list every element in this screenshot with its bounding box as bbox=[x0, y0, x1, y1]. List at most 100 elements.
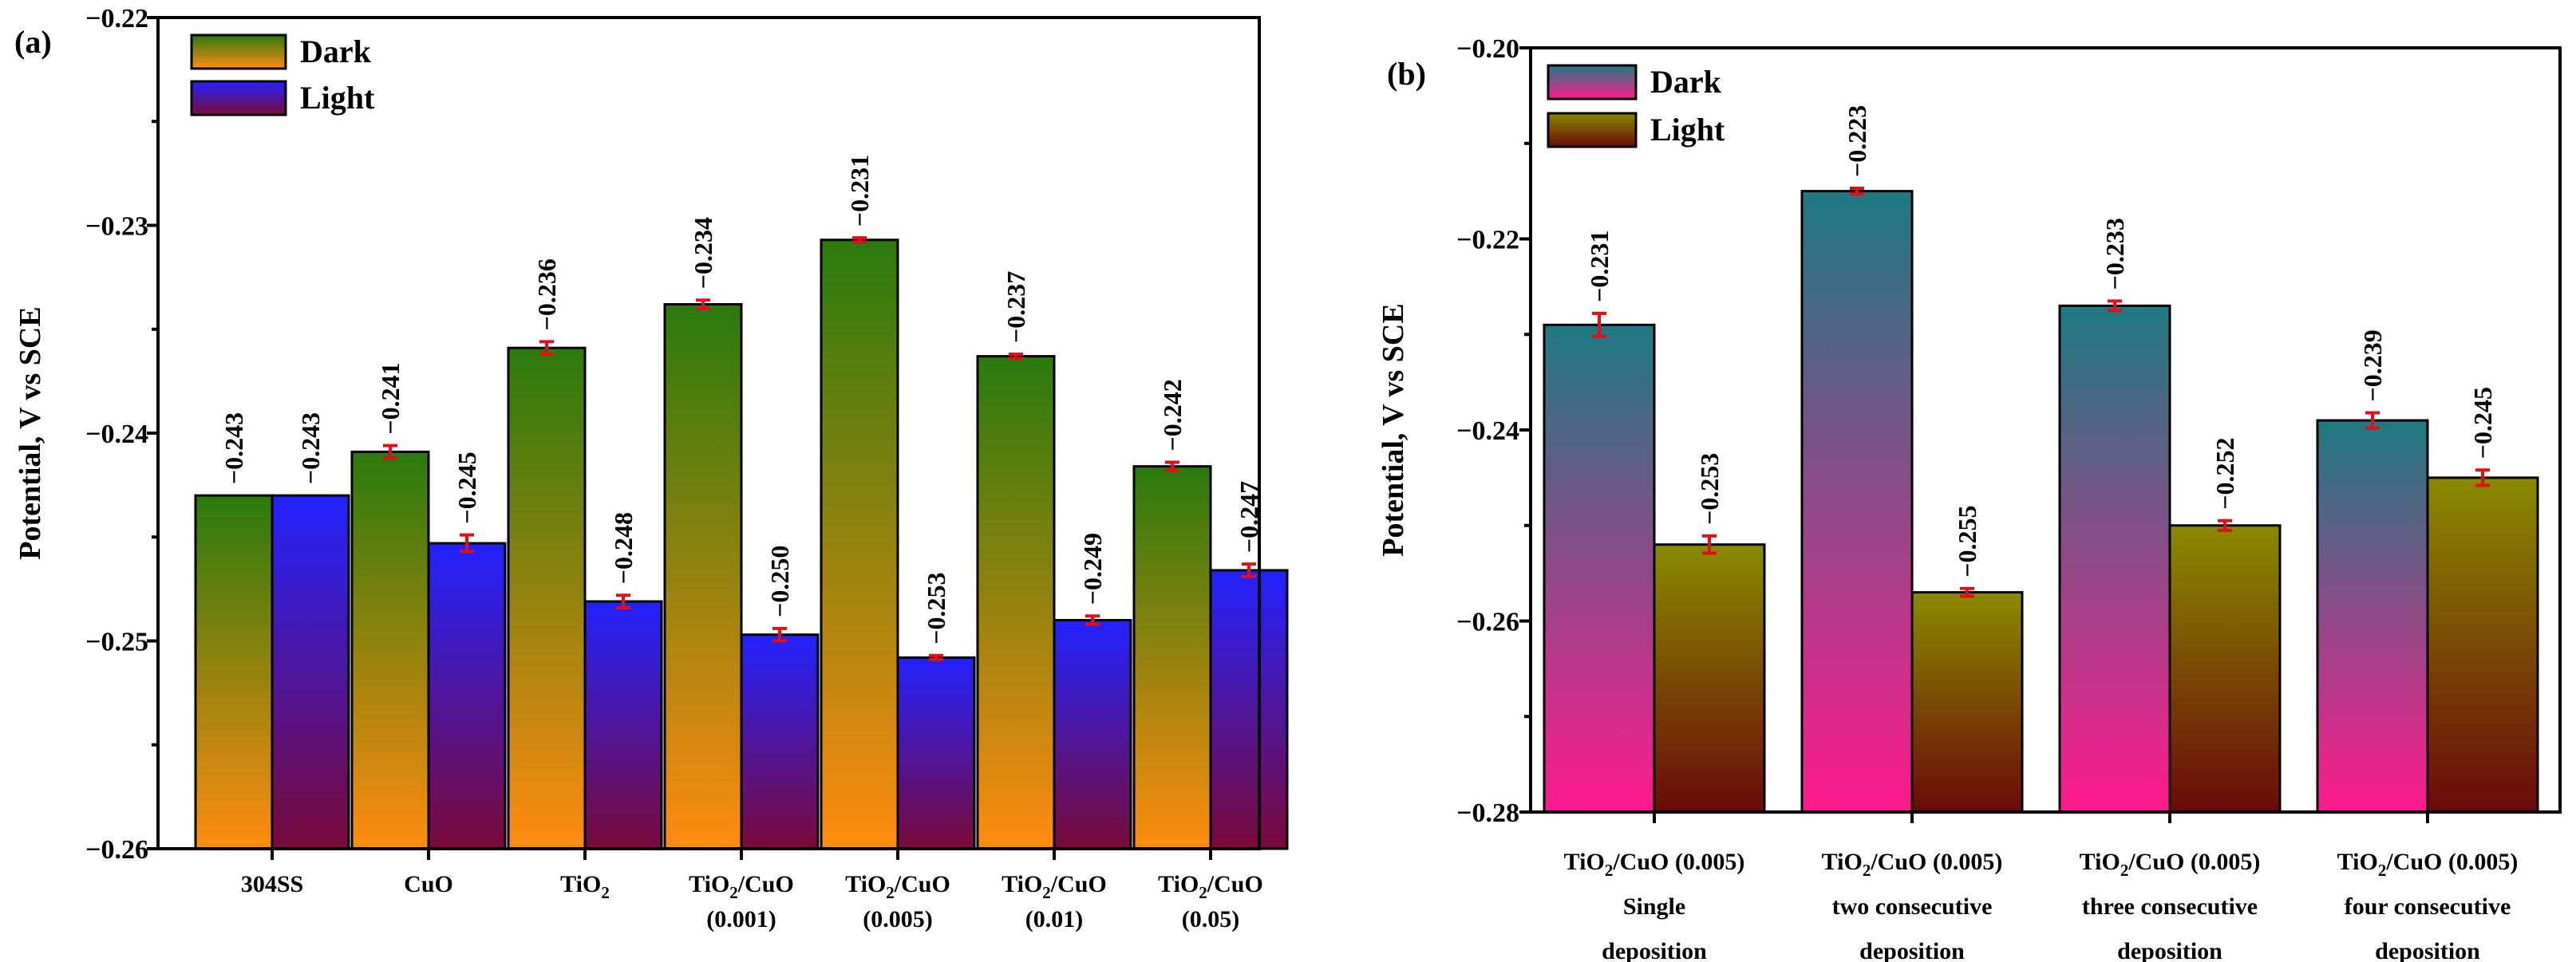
error-bar-light-2 bbox=[1960, 586, 1974, 598]
bar-dark-1 bbox=[194, 494, 274, 850]
error-bar-dark-3 bbox=[539, 340, 554, 357]
y-axis-title: Potential, V vs SCE bbox=[14, 306, 47, 559]
data-label-dark-4: −0.239 bbox=[2358, 329, 2387, 401]
legend-swatch-dark bbox=[190, 34, 287, 70]
data-label-dark-6: −0.237 bbox=[1002, 271, 1030, 343]
bar-dark-2 bbox=[1800, 190, 1914, 814]
data-label-light-2: −0.245 bbox=[452, 451, 481, 523]
data-label-light-4: −0.250 bbox=[765, 546, 794, 617]
x-tick-label: TiO2/CuO (0.005) bbox=[1564, 849, 1745, 880]
data-label-dark-3: −0.236 bbox=[532, 258, 561, 330]
legend-label-dark: Dark bbox=[300, 34, 372, 69]
x-tick-label: deposition bbox=[2375, 938, 2480, 962]
y-axis-title: Potential, V vs SCE bbox=[1377, 303, 1410, 556]
bar-light-1 bbox=[1653, 543, 1766, 814]
legend-swatch-light bbox=[190, 80, 287, 116]
data-label-light-2: −0.255 bbox=[1953, 506, 1981, 578]
legend-label-light: Light bbox=[1650, 112, 1725, 148]
y-tick-label: −0.23 bbox=[85, 212, 148, 242]
error-bar-dark-3 bbox=[2108, 299, 2122, 313]
y-tick-label: −0.20 bbox=[1456, 34, 1519, 64]
x-tick-label: TiO2/CuO (0.005) bbox=[2337, 849, 2519, 880]
error-bar-light-4 bbox=[772, 626, 787, 643]
bar-dark-4 bbox=[663, 302, 743, 850]
bar-dark-1 bbox=[1543, 323, 1656, 814]
y-tick-label: −0.26 bbox=[1456, 608, 1519, 637]
data-label-dark-3: −0.233 bbox=[2100, 218, 2129, 290]
error-bar-light-6 bbox=[1085, 614, 1100, 626]
x-tick-label: three consecutive bbox=[2082, 893, 2258, 920]
data-label-dark-5: −0.231 bbox=[845, 155, 874, 227]
x-tick-label: (0.005) bbox=[863, 906, 932, 932]
y-tick-label: −0.24 bbox=[85, 420, 148, 449]
data-label-dark-4: −0.234 bbox=[689, 217, 717, 289]
y-tick-label: −0.24 bbox=[1456, 416, 1519, 446]
bar-light-3 bbox=[583, 600, 663, 850]
error-bar-dark-5 bbox=[852, 236, 867, 244]
data-label-dark-1: −0.231 bbox=[1585, 231, 1614, 302]
legend-label-light: Light bbox=[300, 80, 375, 116]
x-tick-label: deposition bbox=[1602, 938, 1707, 962]
x-tick-label: two consecutive bbox=[1832, 893, 1993, 920]
bar-light-4 bbox=[740, 633, 820, 850]
y-tick-label: −0.22 bbox=[1456, 226, 1519, 255]
data-label-light-6: −0.249 bbox=[1078, 533, 1107, 605]
bar-light-6 bbox=[1053, 618, 1132, 850]
error-bar-dark-2 bbox=[1850, 187, 1864, 196]
x-tick-label: Single bbox=[1623, 893, 1685, 920]
x-tick-label: 304SS bbox=[241, 871, 303, 897]
legend-label-dark: Dark bbox=[1650, 64, 1722, 100]
error-bar-dark-6 bbox=[1009, 353, 1023, 361]
bar-light-7 bbox=[1209, 569, 1289, 850]
y-tick-label: −0.25 bbox=[85, 628, 148, 657]
x-tick-label: (0.001) bbox=[706, 906, 776, 932]
data-label-dark-1: −0.243 bbox=[219, 412, 248, 484]
error-bar-light-3 bbox=[616, 593, 630, 609]
data-label-dark-2: −0.241 bbox=[376, 362, 405, 434]
bar-light-2 bbox=[427, 542, 507, 850]
panel-a-chart: −0.243 −0.243 304SS −0.241 −0.245 CuO −0.236 −0… bbox=[14, 4, 1289, 932]
bar-light-1 bbox=[271, 494, 350, 850]
panel-label: (a) bbox=[14, 24, 52, 60]
data-label-light-1: −0.253 bbox=[1695, 453, 1724, 525]
error-bar-light-5 bbox=[929, 653, 943, 661]
x-tick-label: TiO2/CuO bbox=[689, 871, 794, 902]
error-bar-light-4 bbox=[2475, 468, 2490, 487]
bar-dark-3 bbox=[2058, 304, 2171, 814]
bar-dark-4 bbox=[2316, 419, 2429, 814]
error-bar-dark-1 bbox=[1592, 311, 1606, 338]
x-tick-label: (0.01) bbox=[1025, 906, 1083, 932]
bar-dark-7 bbox=[1132, 465, 1212, 850]
data-label-light-3: −0.252 bbox=[2211, 438, 2239, 510]
x-tick-label: CuO bbox=[404, 871, 453, 897]
x-tick-label: deposition bbox=[1859, 938, 1965, 962]
error-bar-dark-2 bbox=[383, 444, 397, 460]
data-label-light-4: −0.245 bbox=[2468, 387, 2497, 459]
error-bar-dark-4 bbox=[696, 298, 710, 310]
x-tick-label: TiO2/CuO bbox=[1158, 871, 1263, 902]
panel-label: (b) bbox=[1387, 56, 1426, 92]
error-bar-light-3 bbox=[2218, 518, 2232, 532]
bar-dark-5 bbox=[820, 239, 899, 850]
x-tick-label: four consecutive bbox=[2345, 893, 2511, 920]
bar-light-4 bbox=[2426, 476, 2539, 814]
data-label-light-3: −0.248 bbox=[609, 512, 638, 584]
error-bar-light-7 bbox=[1242, 562, 1256, 578]
legend-swatch-light bbox=[1547, 112, 1638, 148]
error-bar-light-1 bbox=[1702, 534, 1717, 555]
data-label-light-5: −0.253 bbox=[922, 573, 950, 645]
bar-light-5 bbox=[896, 656, 976, 850]
x-tick-label: TiO2 bbox=[560, 871, 610, 902]
y-tick-label: −0.22 bbox=[85, 4, 148, 34]
panel-b-chart: −0.231 −0.253 TiO2/CuO (0.005) Single deposi… bbox=[1377, 34, 2562, 962]
legend-swatch-dark bbox=[1547, 64, 1638, 101]
error-bar-dark-7 bbox=[1165, 460, 1179, 472]
y-tick-label: −0.28 bbox=[1456, 798, 1519, 828]
bar-light-3 bbox=[2168, 524, 2282, 814]
data-label-dark-2: −0.223 bbox=[1843, 105, 1871, 177]
x-tick-label: deposition bbox=[2117, 938, 2222, 962]
bar-dark-2 bbox=[350, 450, 430, 850]
bar-dark-6 bbox=[976, 355, 1056, 850]
data-label-dark-7: −0.242 bbox=[1158, 379, 1187, 451]
